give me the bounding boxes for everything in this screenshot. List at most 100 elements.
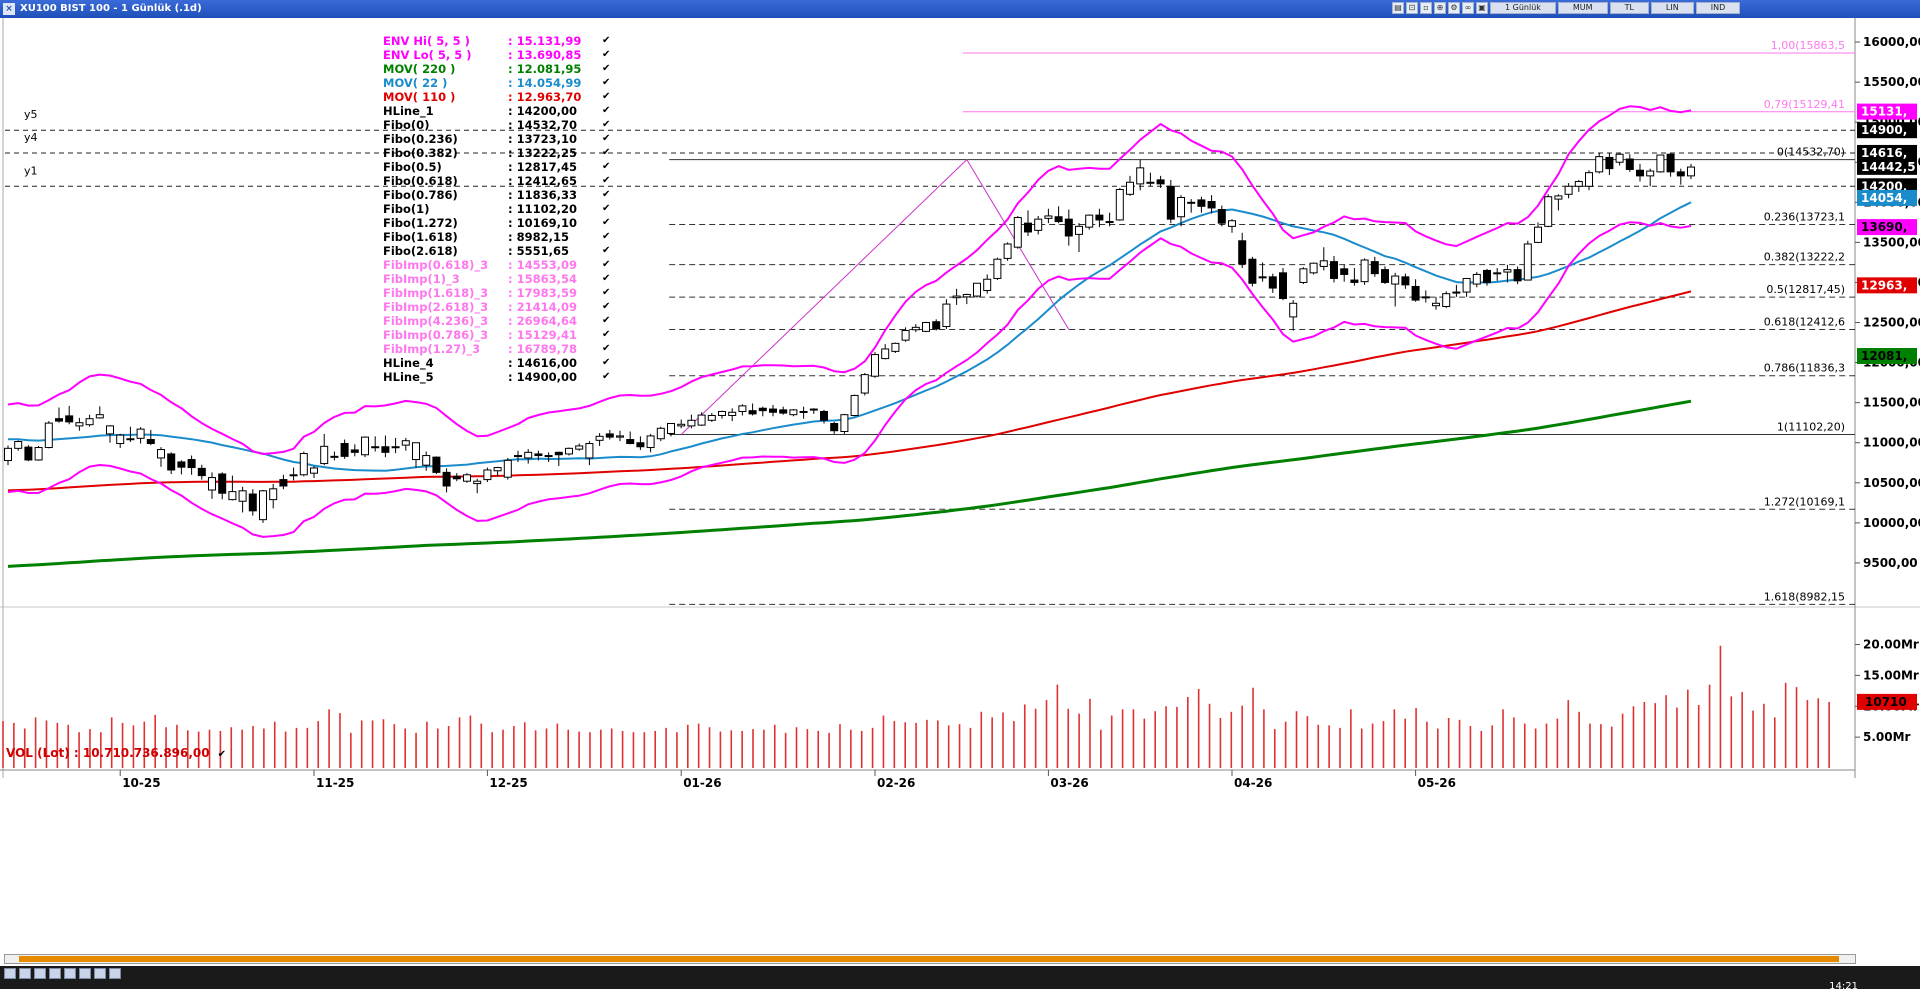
check-icon[interactable]: ✔ xyxy=(602,231,611,242)
candle-body xyxy=(830,422,839,432)
check-icon[interactable]: ✔ xyxy=(602,301,611,312)
app-icon[interactable]: × xyxy=(3,3,15,15)
legend-name: MOV( 110 ) xyxy=(383,90,456,104)
legend-row[interactable]: HLine_5: 14900,00 ✔ xyxy=(383,370,613,384)
check-icon[interactable]: ✔ xyxy=(602,329,611,340)
check-icon[interactable]: ✔ xyxy=(217,749,227,760)
legend-name: Fibo(1.618) xyxy=(383,230,458,244)
check-icon[interactable]: ✔ xyxy=(602,91,611,102)
legend-row[interactable]: ENV Hi( 5, 5 ): 15.131,99 ✔ xyxy=(383,34,613,48)
check-icon[interactable]: ✔ xyxy=(602,49,611,60)
news-icon[interactable] xyxy=(109,968,121,979)
check-icon[interactable]: ✔ xyxy=(602,259,611,270)
check-icon[interactable]: ✔ xyxy=(602,357,611,368)
candle-body xyxy=(779,409,788,414)
candle-body xyxy=(259,490,267,521)
draw-icon[interactable]: ⊡ xyxy=(1406,2,1418,14)
print-icon[interactable]: ▣ xyxy=(1476,2,1488,14)
legend-value: : 13723,10 xyxy=(508,132,577,146)
folder-icon[interactable] xyxy=(19,968,31,979)
check-icon[interactable]: ✔ xyxy=(602,77,611,88)
legend-row[interactable]: HLine_4: 14616,00 ✔ xyxy=(383,356,613,370)
check-icon[interactable]: ✔ xyxy=(602,343,611,354)
indicator-selector[interactable]: IND xyxy=(1695,2,1741,14)
legend-row[interactable]: Fibo(2.618): 5551,65 ✔ xyxy=(383,244,613,258)
legend-row[interactable]: MOV( 220 ): 12.081,95 ✔ xyxy=(383,62,613,76)
indicator-icon[interactable]: ▤ xyxy=(1392,2,1404,14)
price-tick-label: 13500,00 xyxy=(1863,235,1920,249)
legend-row[interactable]: FibImp(0.618)_3: 14553,09 ✔ xyxy=(383,258,613,272)
legend-row[interactable]: FibImp(4.236)_3: 26964,64 ✔ xyxy=(383,314,613,328)
currency-selector[interactable]: TL xyxy=(1609,2,1649,14)
check-icon[interactable]: ✔ xyxy=(602,315,611,326)
check-icon[interactable]: ✔ xyxy=(602,133,611,144)
candle-body xyxy=(289,474,298,477)
legend-row[interactable]: HLine_1: 14200,00 ✔ xyxy=(383,104,613,118)
calculator-icon[interactable] xyxy=(79,968,91,979)
scale-selector[interactable]: LIN xyxy=(1650,2,1694,14)
chart-type-selector[interactable]: MUM xyxy=(1557,2,1608,14)
check-icon[interactable]: ✔ xyxy=(602,105,611,116)
candle-body xyxy=(248,493,257,512)
candle-body xyxy=(983,278,992,291)
candle-body xyxy=(350,449,359,453)
legend-row[interactable]: FibImp(0.786)_3: 15129,41 ✔ xyxy=(383,328,613,342)
legend-row[interactable]: FibImp(1.618)_3: 17983,59 ✔ xyxy=(383,286,613,300)
fibo-level-label: 1.272(10169,1 xyxy=(1764,495,1845,508)
fibo-level-label: 1.618(8982,15 xyxy=(1764,590,1845,603)
start-icon[interactable] xyxy=(4,968,16,979)
legend-row[interactable]: Fibo(1.618): 8982,15 ✔ xyxy=(383,230,613,244)
check-icon[interactable]: ✔ xyxy=(602,287,611,298)
zoom-icon[interactable]: ⊕ xyxy=(1434,2,1446,14)
legend-row[interactable]: Fibo(0.382): 13222,25 ✔ xyxy=(383,146,613,160)
legend-row[interactable]: Fibo(0.5): 12817,45 ✔ xyxy=(383,160,613,174)
value-tag-text: 12081, xyxy=(1861,349,1907,363)
settings-icon[interactable]: ⚙ xyxy=(1448,2,1460,14)
legend-row[interactable]: FibImp(2.618)_3: 21414,09 ✔ xyxy=(383,300,613,314)
legend-row[interactable]: FibImp(1)_3: 15863,54 ✔ xyxy=(383,272,613,286)
price-tick-label: 16000,00 xyxy=(1863,35,1920,49)
period-selector[interactable]: 1 Günlük xyxy=(1490,2,1556,14)
candle-body xyxy=(1636,169,1644,177)
check-icon[interactable]: ✔ xyxy=(602,189,611,200)
legend-row[interactable]: Fibo(0.786): 11836,33 ✔ xyxy=(383,188,613,202)
volume-tick-label: 15.00Mr xyxy=(1863,668,1919,682)
check-icon[interactable]: ✔ xyxy=(602,147,611,158)
settings-icon[interactable] xyxy=(94,968,106,979)
legend-row[interactable]: Fibo(1.272): 10169,10 ✔ xyxy=(383,216,613,230)
candle-body xyxy=(1279,272,1287,299)
check-icon[interactable]: ✔ xyxy=(602,245,611,256)
check-icon[interactable]: ✔ xyxy=(602,161,611,172)
price-chart[interactable]: 0(14532,70) 0.236(13723,1 0.382(13222,2 0.5… xyxy=(0,18,1920,952)
legend-row[interactable]: ENV Lo( 5, 5 ): 13.690,85 ✔ xyxy=(383,48,613,62)
check-icon[interactable]: ✔ xyxy=(602,203,611,214)
legend-row[interactable]: Fibo(0): 14532,70 ✔ xyxy=(383,118,613,132)
mail-icon[interactable] xyxy=(64,968,76,979)
check-icon[interactable]: ✔ xyxy=(602,119,611,130)
value-tag-bg xyxy=(1857,189,1917,206)
chart-scrollbar[interactable] xyxy=(4,954,1856,964)
legend-row[interactable]: FibImp(1.27)_3: 16789,78 ✔ xyxy=(383,342,613,356)
browser-icon[interactable] xyxy=(49,968,61,979)
check-icon[interactable]: ✔ xyxy=(602,371,611,382)
legend-value: : 26964,64 xyxy=(508,314,577,328)
scrollbar-thumb[interactable] xyxy=(19,956,1839,962)
volume-legend: VOL (Lot) : 10.710.736.896,00 ✔ xyxy=(6,746,226,760)
legend-row[interactable]: Fibo(0.236): 13723,10 ✔ xyxy=(383,132,613,146)
legend-row[interactable]: MOV( 110 ): 12.963,70 ✔ xyxy=(383,90,613,104)
link-icon[interactable]: ∞ xyxy=(1462,2,1474,14)
check-icon[interactable]: ✔ xyxy=(602,217,611,228)
legend-value: : 16789,78 xyxy=(508,342,577,356)
check-icon[interactable]: ✔ xyxy=(602,175,611,186)
check-icon[interactable]: ✔ xyxy=(602,63,611,74)
candle-body xyxy=(1483,269,1491,283)
copy-icon[interactable]: ▫ xyxy=(1420,2,1432,14)
legend-row[interactable]: Fibo(1): 11102,20 ✔ xyxy=(383,202,613,216)
value-tag-text: 14900, xyxy=(1861,123,1907,137)
legend-name: FibImp(1.618)_3 xyxy=(383,286,489,300)
check-icon[interactable]: ✔ xyxy=(602,273,611,284)
legend-row[interactable]: Fibo(0.618): 12412,65 ✔ xyxy=(383,174,613,188)
legend-row[interactable]: MOV( 22 ): 14.054,99 ✔ xyxy=(383,76,613,90)
chart-app-icon[interactable] xyxy=(34,968,46,979)
check-icon[interactable]: ✔ xyxy=(602,35,611,46)
